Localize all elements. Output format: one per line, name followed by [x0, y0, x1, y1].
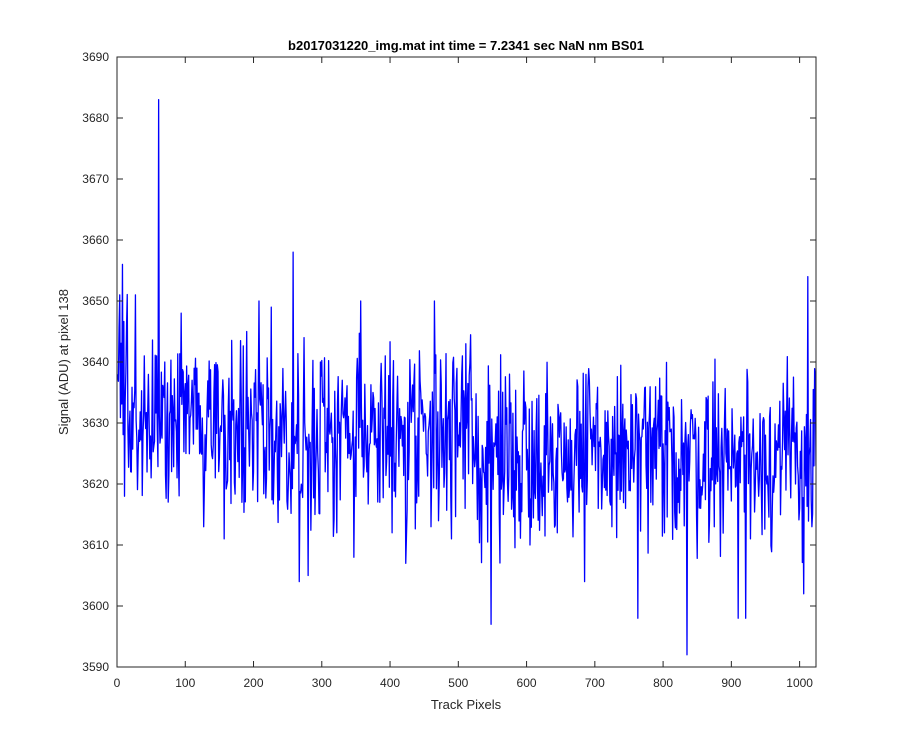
x-tick-label: 200: [244, 676, 264, 690]
x-tick-label: 1000: [786, 676, 813, 690]
y-tick-label: 3600: [82, 599, 109, 613]
x-tick-label: 900: [721, 676, 741, 690]
y-tick-label: 3620: [82, 477, 109, 491]
x-axis-label: Track Pixels: [431, 697, 502, 712]
x-tick-label: 300: [312, 676, 332, 690]
x-tick-label: 600: [517, 676, 537, 690]
y-tick-label: 3610: [82, 538, 109, 552]
x-tick-label: 500: [448, 676, 468, 690]
y-tick-label: 3630: [82, 416, 109, 430]
x-tick-label: 400: [380, 676, 400, 690]
y-tick-label: 3650: [82, 294, 109, 308]
series-layer: [117, 99, 816, 656]
ticks-layer: 0 100 200 300 400 500 600 700 800 900 1000 3590 3600…: [82, 50, 816, 690]
chart-title: b2017031220_img.mat int time = 7.2341 se…: [288, 38, 644, 53]
y-tick-label: 3670: [82, 172, 109, 186]
x-tick-label: 700: [585, 676, 605, 690]
y-tick-label: 3640: [82, 355, 109, 369]
x-tick-label: 100: [175, 676, 195, 690]
x-tick-label: 800: [653, 676, 673, 690]
y-tick-label: 3680: [82, 111, 109, 125]
y-axis-label: Signal (ADU) at pixel 138: [56, 289, 71, 435]
series-line: [117, 99, 816, 656]
y-tick-label: 3690: [82, 50, 109, 64]
y-tick-label: 3660: [82, 233, 109, 247]
y-tick-label: 3590: [82, 660, 109, 674]
x-tick-label: 0: [114, 676, 121, 690]
